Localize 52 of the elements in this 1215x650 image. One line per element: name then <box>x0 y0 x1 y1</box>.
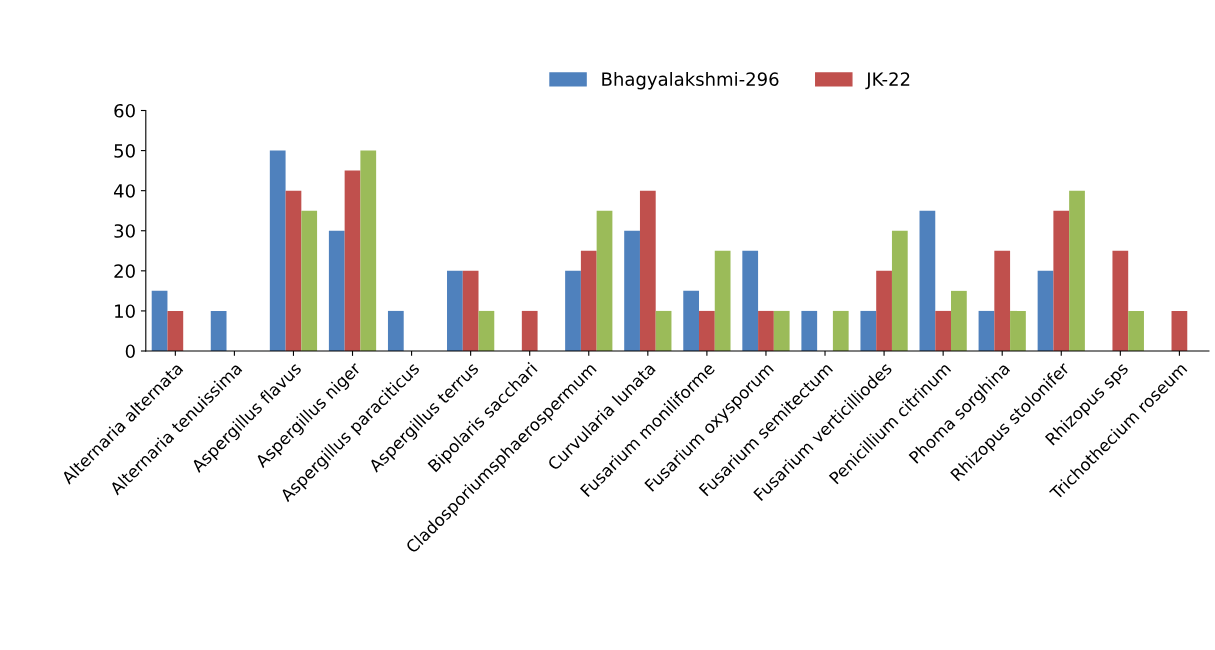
bar <box>1112 250 1129 351</box>
bar <box>1010 310 1026 351</box>
bar <box>269 150 286 351</box>
bar <box>1053 210 1070 351</box>
bar <box>832 310 849 351</box>
bar <box>1171 310 1188 351</box>
bar <box>801 310 818 351</box>
y-tick-label: 10 <box>115 304 135 319</box>
bar <box>565 270 581 351</box>
y-tick-label: 50 <box>114 144 135 158</box>
bar <box>344 170 361 351</box>
bar <box>699 310 715 351</box>
bar <box>978 310 995 351</box>
bar <box>580 250 597 351</box>
bar <box>714 250 731 351</box>
bar <box>891 230 908 351</box>
bar <box>1037 270 1054 351</box>
bar <box>151 290 168 351</box>
bar <box>1128 310 1144 351</box>
bar <box>360 150 377 351</box>
y-tick-label: 60 <box>114 103 135 118</box>
bar <box>285 190 302 351</box>
bar <box>167 310 184 351</box>
y-tick-label: 30 <box>114 224 135 238</box>
bar <box>328 230 345 351</box>
bar <box>655 310 672 351</box>
bar <box>683 290 700 351</box>
bar <box>876 270 892 351</box>
bar <box>773 310 790 351</box>
bar <box>935 310 952 351</box>
bar <box>521 310 538 351</box>
bar <box>210 310 227 351</box>
bar <box>387 310 404 351</box>
bar <box>758 310 774 351</box>
bar <box>1069 190 1085 351</box>
legend-label: Bhagyalakshmi-296 <box>602 71 779 90</box>
bar <box>994 250 1011 351</box>
legend-label: JK-22 <box>865 72 910 90</box>
bar <box>624 230 640 351</box>
bar <box>596 210 613 351</box>
bar <box>462 270 479 351</box>
bar <box>860 310 877 351</box>
bar <box>639 190 656 351</box>
bar <box>301 210 318 351</box>
y-tick-label: 0 <box>125 344 135 359</box>
bar <box>742 250 759 351</box>
bar <box>919 210 936 351</box>
y-tick-label: 20 <box>114 264 135 278</box>
bar <box>951 290 967 351</box>
bar <box>447 270 463 351</box>
y-tick-label: 40 <box>113 184 135 198</box>
bar <box>478 310 495 351</box>
